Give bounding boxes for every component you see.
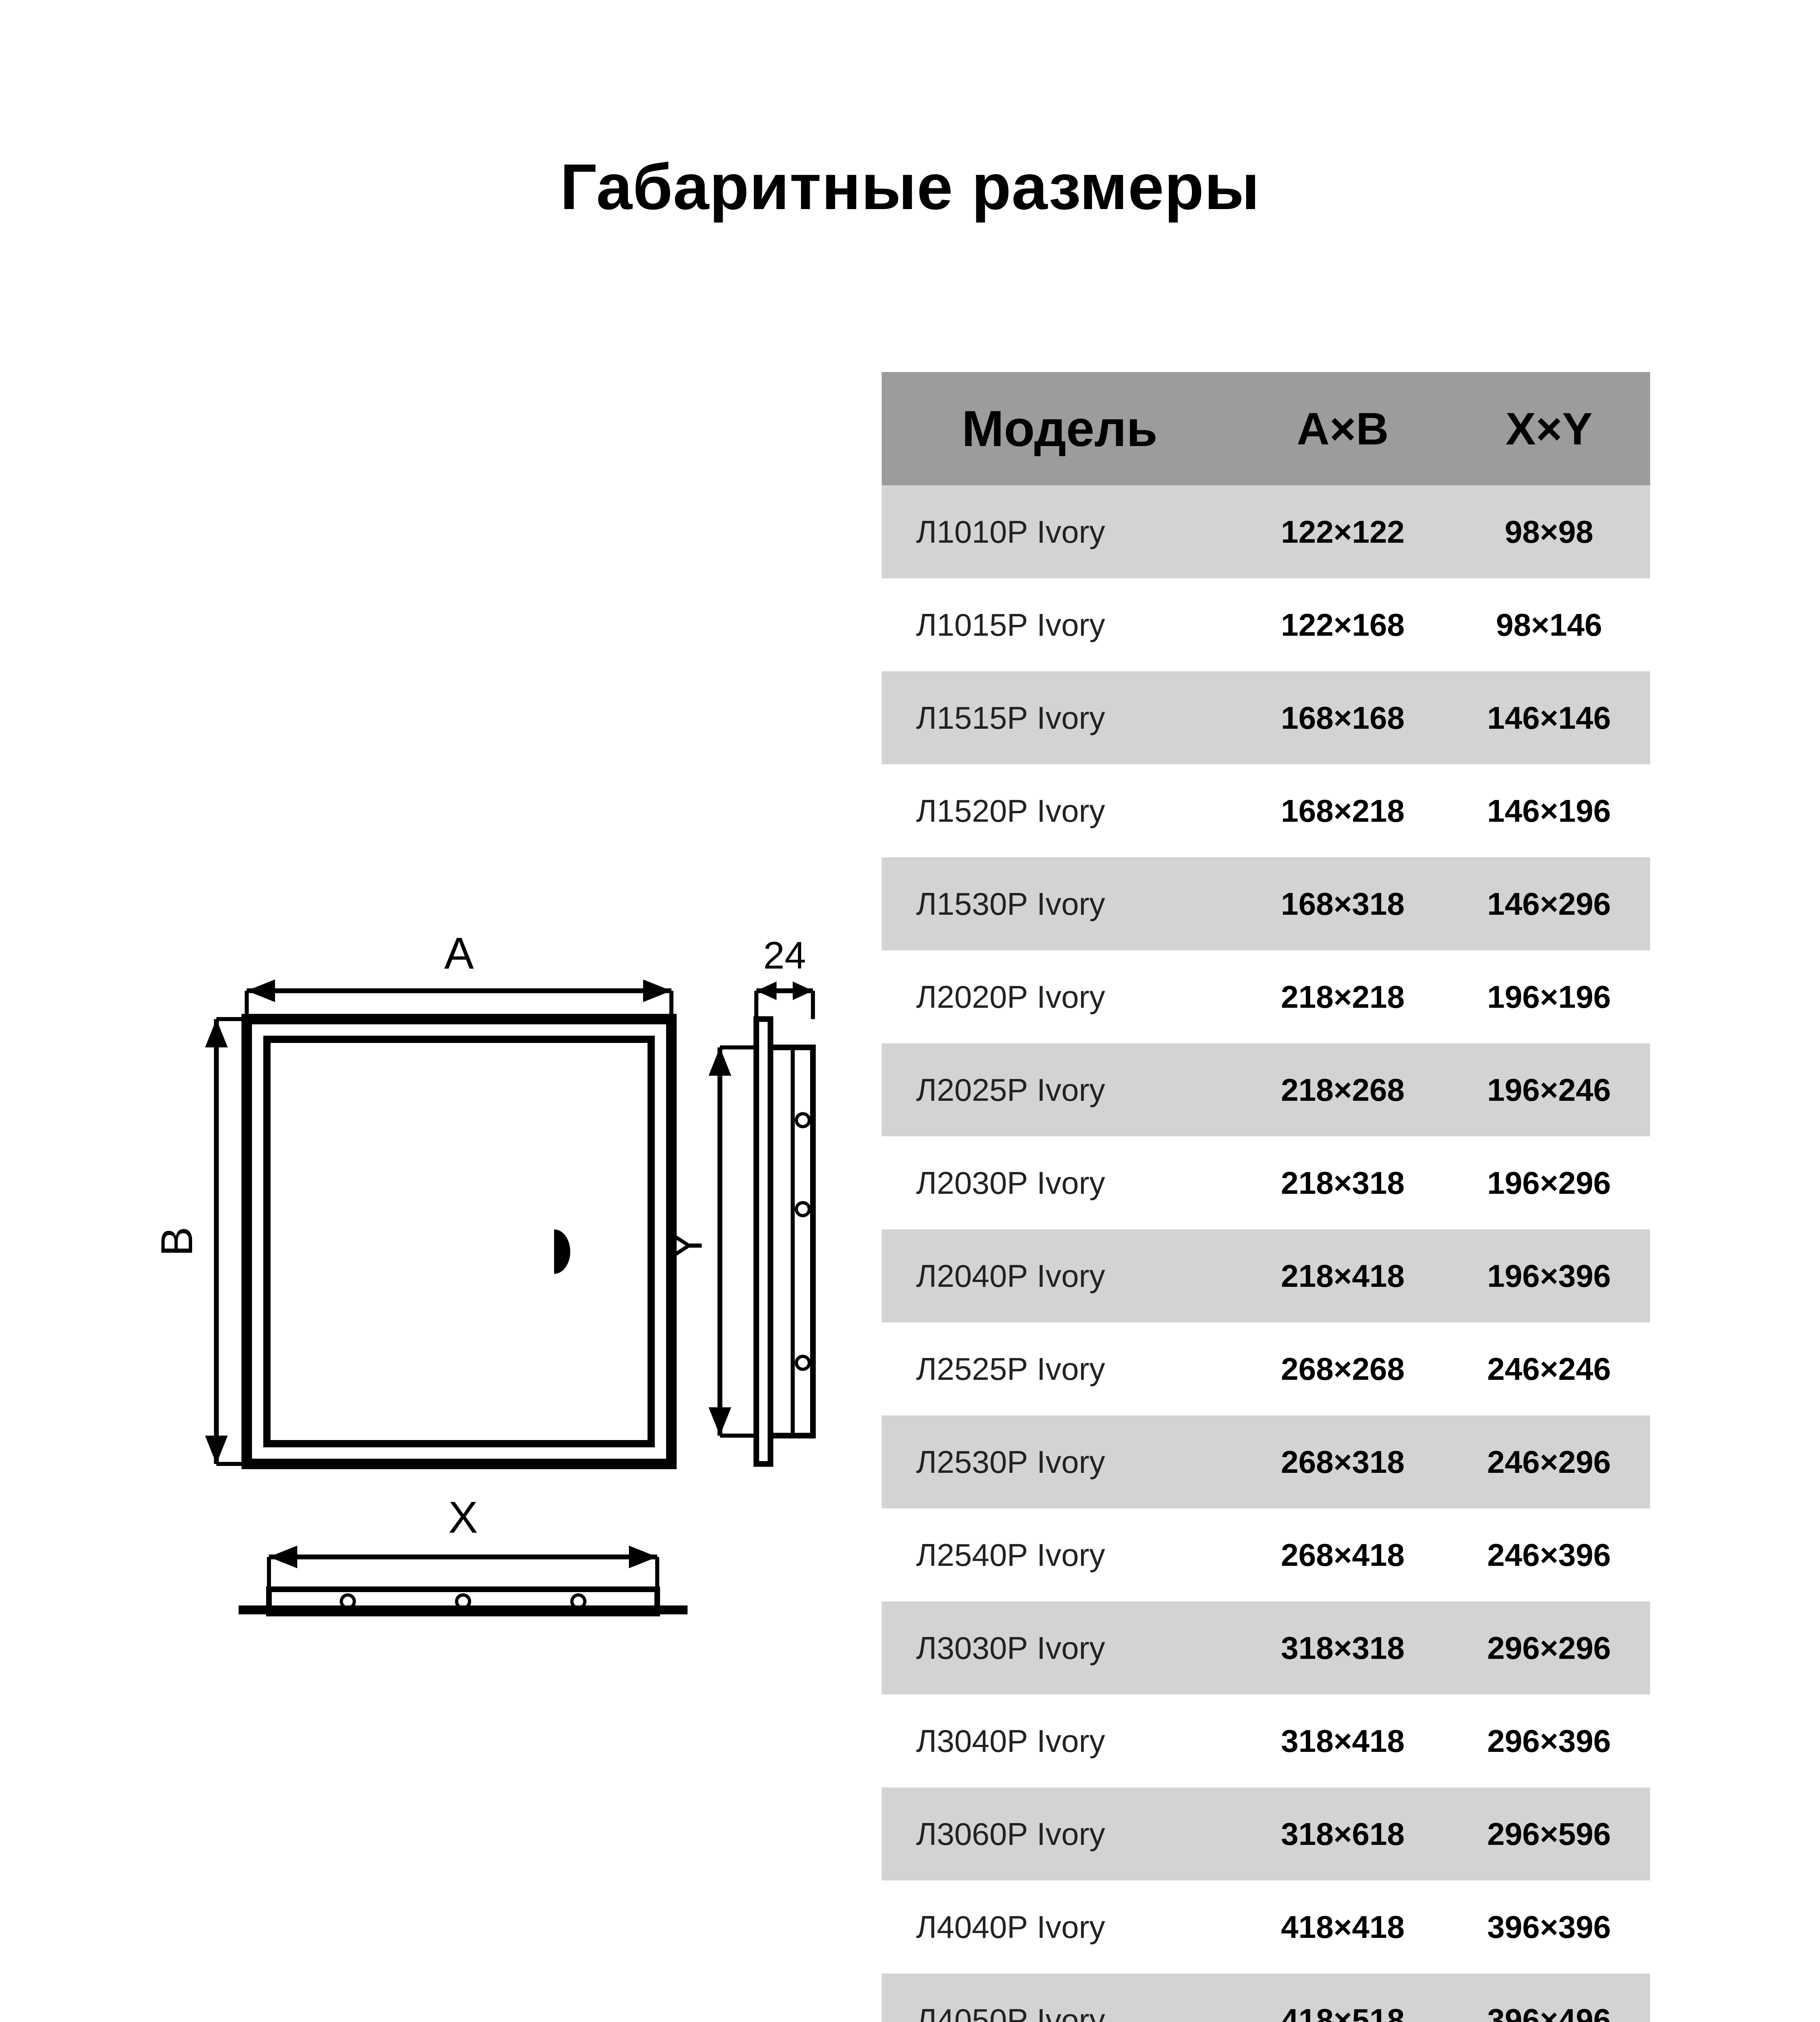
cell-ab: 418×518 xyxy=(1238,2002,1448,2022)
cell-xy: 396×496 xyxy=(1448,2002,1650,2022)
cell-ab: 122×168 xyxy=(1238,607,1448,643)
cell-xy: 196×246 xyxy=(1448,1072,1650,1108)
cell-model: Л2040Р Ivory xyxy=(882,1258,1238,1294)
cell-model: Л3040Р Ivory xyxy=(882,1723,1238,1760)
cell-xy: 98×146 xyxy=(1448,607,1650,643)
cell-xy: 196×396 xyxy=(1448,1258,1650,1294)
cell-xy: 146×146 xyxy=(1448,700,1650,736)
cell-ab: 268×418 xyxy=(1238,1537,1448,1574)
cell-ab: 168×218 xyxy=(1238,793,1448,829)
table-row: Л3040Р Ivory318×418296×396 xyxy=(882,1694,1650,1787)
label-b: B xyxy=(152,1227,202,1256)
table-row: Л3060Р Ivory318×618296×596 xyxy=(882,1787,1650,1880)
side-profile xyxy=(756,1019,813,1464)
dim-x: X xyxy=(269,1493,657,1589)
table-row: Л2030Р Ivory218×318196×296 xyxy=(882,1136,1650,1229)
table-row: Л1010Р Ivory122×12298×98 xyxy=(882,485,1650,578)
cell-ab: 318×418 xyxy=(1238,1723,1448,1760)
cell-model: Л1010Р Ivory xyxy=(882,514,1238,550)
cell-ab: 318×618 xyxy=(1238,1816,1448,1853)
label-a: A xyxy=(444,929,474,978)
cell-xy: 396×396 xyxy=(1448,1909,1650,1946)
cell-model: Л4050Р Ivory xyxy=(882,2002,1238,2022)
bottom-strip xyxy=(239,1589,688,1614)
cell-model: Л3030Р Ivory xyxy=(882,1630,1238,1667)
dimensions-table: Модель A×B X×Y Л1010Р Ivory122×12298×98Л… xyxy=(882,372,1650,2022)
table-row: Л1530Р Ivory168×318146×296 xyxy=(882,857,1650,950)
cell-model: Л2540Р Ivory xyxy=(882,1537,1238,1574)
cell-model: Л2530Р Ivory xyxy=(882,1444,1238,1481)
page-title: Габаритные размеры xyxy=(0,150,1820,224)
dim-a: A xyxy=(247,929,671,1019)
cell-model: Л3060Р Ivory xyxy=(882,1816,1238,1853)
cell-xy: 246×246 xyxy=(1448,1351,1650,1387)
cell-ab: 268×268 xyxy=(1238,1351,1448,1387)
cell-xy: 146×296 xyxy=(1448,886,1650,922)
cell-model: Л1530Р Ivory xyxy=(882,886,1238,922)
table-row: Л1015Р Ivory122×16898×146 xyxy=(882,578,1650,671)
table-row: Л1515Р Ivory168×168146×146 xyxy=(882,671,1650,764)
cell-model: Л1015Р Ivory xyxy=(882,607,1238,643)
cell-model: Л2020Р Ivory xyxy=(882,979,1238,1015)
cell-ab: 418×418 xyxy=(1238,1909,1448,1946)
table-row: Л2540Р Ivory268×418246×396 xyxy=(882,1508,1650,1601)
table-row: Л2530Р Ivory268×318246×296 xyxy=(882,1415,1650,1508)
table-row: Л2025Р Ivory218×268196×246 xyxy=(882,1043,1650,1136)
cell-ab: 218×418 xyxy=(1238,1258,1448,1294)
dim-b: B xyxy=(152,1019,247,1464)
label-depth: 24 xyxy=(763,934,806,977)
cell-xy: 296×296 xyxy=(1448,1630,1650,1667)
col-header-model: Модель xyxy=(882,400,1238,458)
cell-ab: 168×168 xyxy=(1238,700,1448,736)
cell-model: Л2025Р Ivory xyxy=(882,1072,1238,1108)
col-header-xy: X×Y xyxy=(1448,403,1650,455)
table-row: Л1520Р Ivory168×218146×196 xyxy=(882,764,1650,857)
cell-xy: 98×98 xyxy=(1448,514,1650,550)
cell-model: Л1520Р Ivory xyxy=(882,793,1238,829)
cell-ab: 168×318 xyxy=(1238,886,1448,922)
dim-depth: 24 xyxy=(756,934,813,1019)
table-header: Модель A×B X×Y xyxy=(882,372,1650,485)
handle-icon xyxy=(554,1229,570,1274)
cell-xy: 196×296 xyxy=(1448,1165,1650,1201)
cell-model: Л2525Р Ivory xyxy=(882,1351,1238,1387)
label-x: X xyxy=(448,1493,478,1542)
col-header-ab: A×B xyxy=(1238,403,1448,455)
cell-xy: 296×396 xyxy=(1448,1723,1650,1760)
cell-ab: 218×318 xyxy=(1238,1165,1448,1201)
front-panel xyxy=(247,1019,671,1464)
table-body: Л1010Р Ivory122×12298×98Л1015Р Ivory122×… xyxy=(882,485,1650,2022)
diagram-svg: A 24 B xyxy=(146,926,841,1662)
cell-ab: 318×318 xyxy=(1238,1630,1448,1667)
cell-ab: 218×218 xyxy=(1238,979,1448,1015)
table-row: Л2020Р Ivory218×218196×196 xyxy=(882,950,1650,1043)
table-row: Л3030Р Ivory318×318296×296 xyxy=(882,1601,1650,1694)
cell-model: Л4040Р Ivory xyxy=(882,1909,1238,1946)
cell-ab: 218×268 xyxy=(1238,1072,1448,1108)
cell-model: Л1515Р Ivory xyxy=(882,700,1238,736)
cell-xy: 246×396 xyxy=(1448,1537,1650,1574)
cell-ab: 268×318 xyxy=(1238,1444,1448,1481)
cell-xy: 246×296 xyxy=(1448,1444,1650,1481)
table-row: Л4050Р Ivory418×518396×496 xyxy=(882,1973,1650,2022)
table-row: Л4040Р Ivory418×418396×396 xyxy=(882,1880,1650,1973)
cell-ab: 122×122 xyxy=(1238,514,1448,550)
table-row: Л2040Р Ivory218×418196×396 xyxy=(882,1229,1650,1322)
table-row: Л2525Р Ivory268×268246×246 xyxy=(882,1322,1650,1415)
cell-xy: 296×596 xyxy=(1448,1816,1650,1853)
cell-xy: 196×196 xyxy=(1448,979,1650,1015)
cell-model: Л2030Р Ivory xyxy=(882,1165,1238,1201)
dimensions-diagram: A 24 B xyxy=(146,926,841,1662)
label-y: Y xyxy=(662,1231,711,1260)
cell-xy: 146×196 xyxy=(1448,793,1650,829)
